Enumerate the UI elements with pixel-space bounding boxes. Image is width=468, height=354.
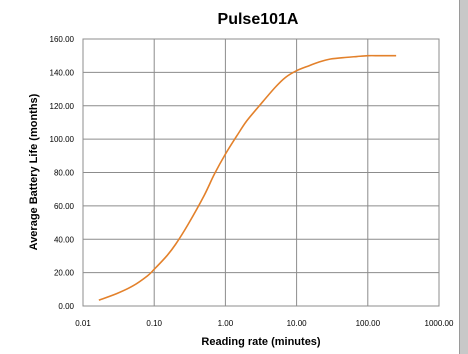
- chart-title: Pulse101A: [218, 11, 299, 28]
- x-tick-label: 1000.00: [425, 319, 454, 328]
- y-tick-label: 40.00: [54, 235, 75, 244]
- y-tick-label: 140.00: [50, 68, 75, 77]
- y-tick-label: 60.00: [54, 202, 75, 211]
- y-axis-title: Average Battery Life (months): [28, 93, 40, 250]
- x-tick-label: 100.00: [356, 319, 381, 328]
- battery-life-line: [98, 54, 397, 301]
- plot-area-border: [82, 38, 440, 307]
- x-tick-label: 0.01: [75, 319, 91, 328]
- y-tick-label: 120.00: [50, 102, 75, 111]
- y-tick-label: 0.00: [58, 302, 74, 311]
- x-axis-title: Reading rate (minutes): [201, 336, 321, 348]
- x-axis-ticks: 0.01 0.10 1.00 10.00 100.00 1000.00: [75, 319, 454, 328]
- x-tick-label: 10.00: [287, 319, 308, 328]
- y-tick-label: 20.00: [54, 269, 75, 278]
- y-axis-ticks: 0.00 20.00 40.00 60.00 80.00 100.00 120.00 140.…: [50, 35, 75, 311]
- y-tick-label: 100.00: [50, 135, 75, 144]
- y-tick-label: 160.00: [50, 35, 75, 44]
- y-tick-label: 80.00: [54, 169, 75, 178]
- x-tick-label: 0.10: [146, 319, 162, 328]
- grid-layer: [82, 38, 440, 307]
- x-tick-label: 1.00: [218, 319, 234, 328]
